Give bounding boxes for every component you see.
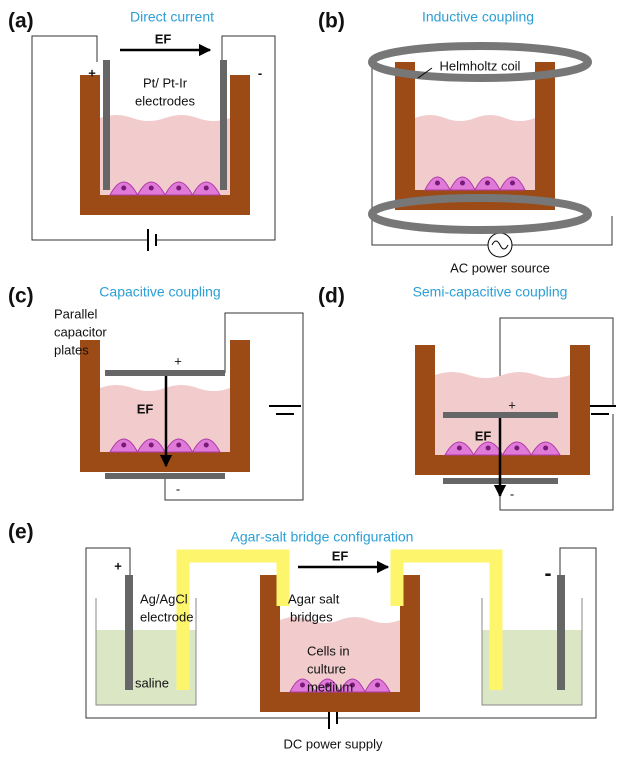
label: - (258, 65, 262, 80)
electrode (125, 575, 133, 690)
label: EF (332, 548, 349, 563)
electrode (220, 60, 227, 190)
cell-nucleus (435, 181, 440, 186)
label: electrode (140, 609, 193, 624)
cell-nucleus (176, 443, 181, 448)
label: electrodes (135, 93, 195, 108)
label: - (510, 486, 514, 501)
label: AC power source (450, 260, 550, 275)
label: Parallel (54, 306, 97, 321)
label: (b) (318, 10, 345, 33)
label: Helmholtz coil (440, 58, 521, 73)
cell-nucleus (176, 186, 181, 191)
cell-nucleus (204, 443, 209, 448)
label: Agar-salt bridge configuration (231, 529, 414, 545)
label: Inductive coupling (422, 9, 534, 25)
battery-gap (148, 230, 156, 250)
label: Capacitive coupling (99, 284, 220, 300)
cell-nucleus (121, 186, 126, 191)
cell-nucleus (460, 181, 465, 186)
label: capacitor (54, 324, 107, 339)
label: bridges (290, 609, 333, 624)
figure: (a)Direct currentEF+-Pt/ Pt-Irelectrodes… (0, 0, 630, 763)
label: Pt/ Pt-Ir (143, 75, 188, 90)
label: saline (135, 675, 169, 690)
cell-nucleus (149, 186, 154, 191)
label: (e) (8, 521, 34, 544)
label: medium (307, 679, 353, 694)
battery-gap (269, 406, 301, 414)
cell-nucleus (543, 446, 548, 451)
label: (a) (8, 10, 34, 33)
label: + (114, 558, 122, 573)
label: EF (475, 428, 492, 443)
capacitor-plate (105, 473, 225, 479)
cell-nucleus (457, 446, 462, 451)
capacitor-plate (443, 412, 558, 418)
label: culture (307, 661, 346, 676)
cell-nucleus (300, 683, 305, 688)
label: (d) (318, 285, 345, 308)
electrode (103, 60, 110, 190)
label: Ag/AgCl (140, 591, 188, 606)
cell-nucleus (204, 186, 209, 191)
label: EF (137, 401, 154, 416)
label: Semi-capacitive coupling (413, 284, 568, 300)
label: - (545, 563, 552, 586)
cell-nucleus (514, 446, 519, 451)
label: EF (155, 31, 172, 46)
cell-nucleus (485, 181, 490, 186)
cell-nucleus (121, 443, 126, 448)
label: Cells in (307, 643, 350, 658)
label: Agar salt (288, 591, 340, 606)
label: + (88, 65, 96, 80)
label: (c) (8, 285, 34, 308)
capacitor-plate (105, 370, 225, 376)
cell-nucleus (486, 446, 491, 451)
label: Direct current (130, 9, 214, 25)
label: DC power supply (284, 736, 383, 751)
cell-nucleus (375, 683, 380, 688)
cell-nucleus (149, 443, 154, 448)
electrode (557, 575, 565, 690)
label: + (174, 353, 182, 368)
label: - (176, 481, 180, 496)
label: plates (54, 342, 89, 357)
cell-nucleus (510, 181, 515, 186)
label: + (508, 397, 516, 412)
